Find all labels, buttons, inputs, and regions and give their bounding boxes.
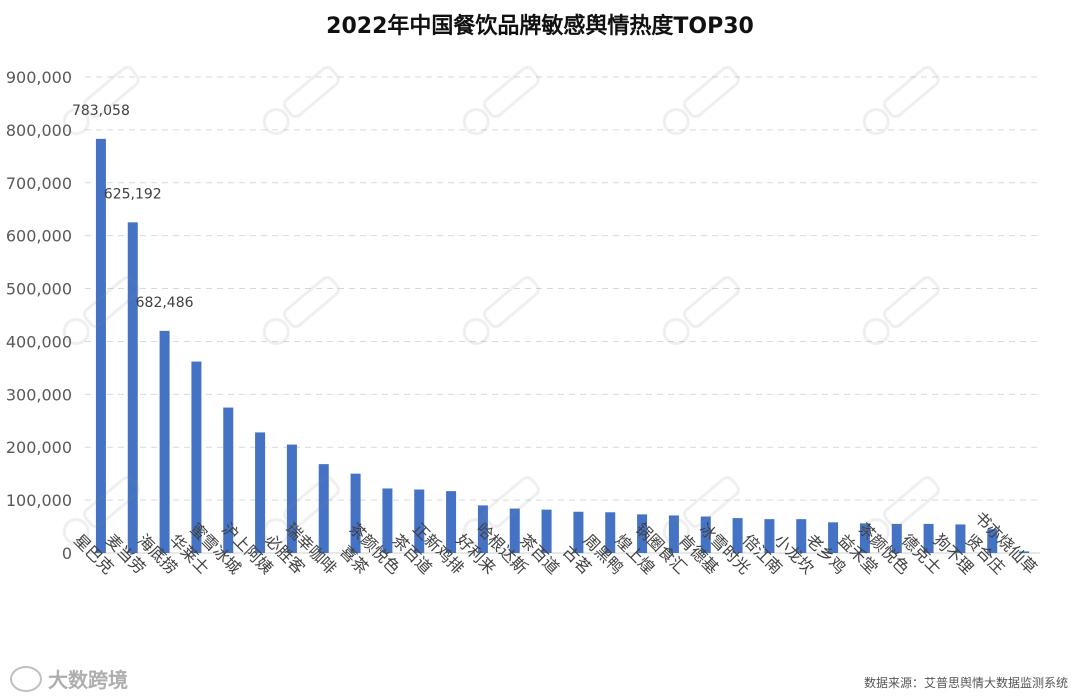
watermark-mark: [662, 518, 690, 546]
watermark-mark: [82, 276, 140, 328]
bar: [191, 361, 202, 553]
watermark: [62, 276, 140, 346]
footer-logo-text: 大数跨境: [48, 668, 128, 692]
bar: [382, 488, 393, 553]
bar: [446, 491, 457, 553]
bar: [159, 330, 170, 553]
bar: [95, 138, 106, 554]
bar: [923, 523, 934, 553]
watermark-mark: [882, 66, 940, 118]
watermark: [262, 66, 340, 136]
bar: [477, 505, 488, 553]
data-label: 625,192: [104, 186, 162, 202]
watermark-mark: [282, 476, 340, 528]
watermark: [262, 276, 340, 346]
y-tick-label: 500,000: [6, 280, 72, 299]
y-tick-label: 600,000: [6, 227, 72, 246]
bar: [764, 519, 775, 553]
bar: [700, 516, 711, 553]
footer-logo: 大数跨境: [10, 664, 128, 693]
data-label: 682,486: [136, 295, 194, 311]
watermark: [862, 66, 940, 136]
watermark: [662, 276, 740, 346]
watermark-mark: [662, 108, 690, 136]
y-tick-label: 100,000: [6, 491, 72, 510]
bar: [796, 519, 807, 553]
watermark: [462, 476, 540, 546]
bar: [541, 509, 552, 553]
watermark-mark: [262, 518, 290, 546]
watermark-mark: [462, 518, 490, 546]
bar: [255, 432, 266, 553]
bar: [859, 523, 870, 553]
bar: [509, 508, 520, 553]
watermark-mark: [282, 66, 340, 118]
bar: [668, 515, 679, 553]
y-tick-label: 800,000: [6, 121, 72, 140]
watermark-mark: [82, 66, 140, 118]
y-tick-label: 400,000: [6, 332, 72, 351]
watermark: [462, 276, 540, 346]
watermark-mark: [462, 318, 490, 346]
bar: [318, 464, 329, 553]
watermark: [862, 476, 940, 546]
bar: [414, 489, 425, 553]
watermark-mark: [482, 476, 540, 528]
bar: [891, 523, 902, 553]
watermark-mark: [682, 476, 740, 528]
watermark: [662, 476, 740, 546]
watermark: [62, 66, 140, 136]
bar: [605, 512, 616, 553]
bar: [1019, 551, 1030, 553]
y-tick-label: 700,000: [6, 174, 72, 193]
watermark: [262, 476, 340, 546]
bar: [828, 522, 839, 553]
bar: [223, 407, 234, 553]
bar: [573, 511, 584, 553]
bar: [732, 518, 743, 553]
y-tick-label: 0: [62, 544, 72, 563]
watermark-mark: [62, 518, 90, 546]
watermark-mark: [882, 476, 940, 528]
bar: [350, 473, 361, 553]
watermark-mark: [262, 108, 290, 136]
y-tick-label: 200,000: [6, 438, 72, 457]
watermark-mark: [482, 276, 540, 328]
data-label: 783,058: [72, 103, 130, 119]
watermark-mark: [662, 318, 690, 346]
bar: [127, 222, 138, 553]
source-note: 数据来源：艾普思舆情大数据监测系统: [863, 676, 1068, 690]
bar: [987, 529, 998, 553]
watermark: [462, 66, 540, 136]
watermark-mark: [62, 108, 90, 136]
watermark: [662, 66, 740, 136]
watermark-mark: [282, 276, 340, 328]
watermark-mark: [862, 318, 890, 346]
watermark-mark: [682, 276, 740, 328]
chart-title: 2022年中国餐饮品牌敏感舆情热度TOP30: [326, 14, 754, 39]
watermark-mark: [882, 276, 940, 328]
watermark-mark: [262, 318, 290, 346]
y-tick-label: 300,000: [6, 385, 72, 404]
watermark-mark: [462, 108, 490, 136]
watermark-mark: [862, 108, 890, 136]
watermark-mark: [862, 518, 890, 546]
watermark-mark: [62, 318, 90, 346]
logo-icon: [10, 665, 42, 692]
y-tick-label: 900,000: [6, 68, 72, 87]
bar: [286, 444, 297, 553]
bar: [637, 514, 648, 553]
watermark: [62, 476, 140, 546]
watermark-mark: [82, 476, 140, 528]
watermark-mark: [682, 66, 740, 118]
watermark-mark: [482, 66, 540, 118]
bar: [955, 524, 966, 553]
watermark: [862, 276, 940, 346]
